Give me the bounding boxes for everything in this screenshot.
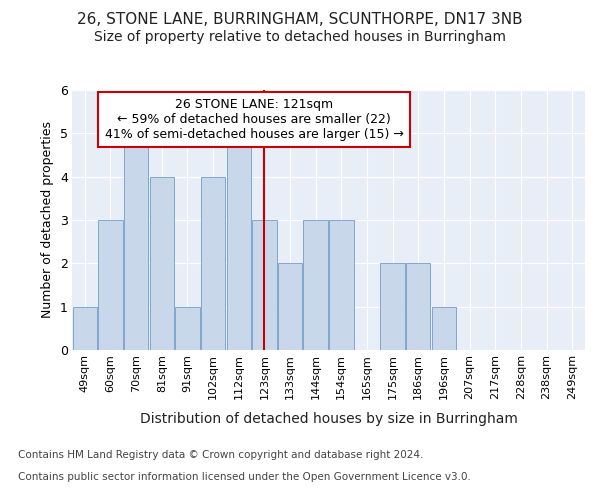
Bar	[380, 264, 405, 350]
Bar	[73, 306, 97, 350]
Text: 26, STONE LANE, BURRINGHAM, SCUNTHORPE, DN17 3NB: 26, STONE LANE, BURRINGHAM, SCUNTHORPE, …	[77, 12, 523, 28]
Bar	[98, 220, 122, 350]
Text: 26 STONE LANE: 121sqm
← 59% of detached houses are smaller (22)
41% of semi-deta: 26 STONE LANE: 121sqm ← 59% of detached …	[104, 98, 404, 141]
Text: Contains public sector information licensed under the Open Government Licence v3: Contains public sector information licen…	[18, 472, 471, 482]
Bar	[406, 264, 430, 350]
Bar	[175, 306, 200, 350]
Bar	[278, 264, 302, 350]
Bar	[149, 176, 174, 350]
Text: Contains HM Land Registry data © Crown copyright and database right 2024.: Contains HM Land Registry data © Crown c…	[18, 450, 424, 460]
Text: Distribution of detached houses by size in Burringham: Distribution of detached houses by size …	[140, 412, 518, 426]
Text: Size of property relative to detached houses in Burringham: Size of property relative to detached ho…	[94, 30, 506, 44]
Bar	[227, 134, 251, 350]
Bar	[124, 134, 148, 350]
Bar	[252, 220, 277, 350]
Bar	[432, 306, 456, 350]
Y-axis label: Number of detached properties: Number of detached properties	[41, 122, 54, 318]
Bar	[201, 176, 225, 350]
Bar	[329, 220, 353, 350]
Bar	[304, 220, 328, 350]
